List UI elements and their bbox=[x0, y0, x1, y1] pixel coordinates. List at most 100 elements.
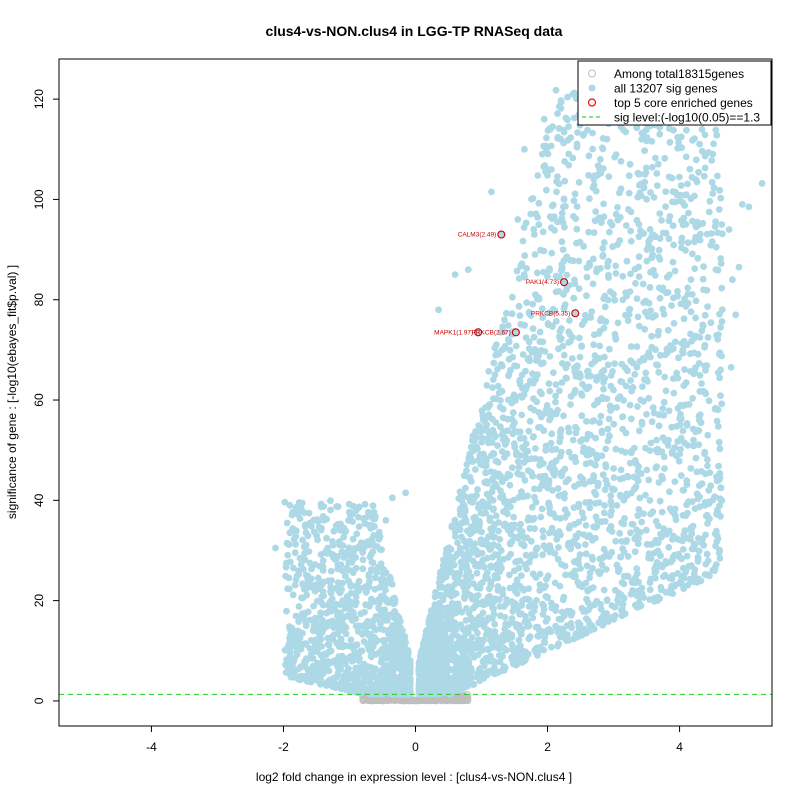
sig-gene-point bbox=[668, 423, 676, 431]
sig-gene-point bbox=[671, 505, 679, 513]
legend-marker-core-genes bbox=[587, 98, 597, 107]
sig-gene-point bbox=[594, 396, 602, 404]
sig-gene-point bbox=[536, 461, 543, 469]
sig-gene-point bbox=[715, 351, 723, 358]
sig-gene-point bbox=[707, 319, 715, 327]
sig-gene-point bbox=[461, 626, 468, 634]
sig-gene-point bbox=[634, 313, 642, 321]
sig-gene-point bbox=[631, 548, 639, 556]
sig-gene-point bbox=[562, 374, 570, 382]
sig-gene-point bbox=[510, 440, 518, 447]
sig-gene-point bbox=[519, 351, 527, 358]
sig-gene-point bbox=[338, 659, 346, 667]
sig-gene-point bbox=[299, 536, 306, 544]
sig-gene-point bbox=[419, 652, 427, 660]
sig-gene-point bbox=[593, 455, 601, 462]
sig-gene-point bbox=[679, 511, 687, 519]
sig-gene-point bbox=[508, 521, 515, 529]
sig-gene-point bbox=[708, 178, 716, 186]
sig-gene-point bbox=[468, 649, 475, 657]
sig-gene-point bbox=[586, 569, 594, 577]
sig-gene-point bbox=[704, 431, 712, 439]
sig-gene-point bbox=[644, 378, 651, 385]
sig-gene-point bbox=[348, 608, 356, 616]
sig-gene-point bbox=[552, 381, 560, 388]
sig-gene-point bbox=[531, 251, 539, 258]
sig-gene-point bbox=[658, 508, 666, 516]
sig-gene-point bbox=[524, 618, 532, 625]
sig-gene-point bbox=[295, 567, 302, 575]
sig-gene-point bbox=[554, 629, 562, 636]
sig-gene-point bbox=[458, 533, 465, 541]
sig-gene-point bbox=[692, 426, 700, 434]
sig-gene-point bbox=[606, 345, 613, 353]
sig-gene-point bbox=[554, 173, 561, 181]
sig-gene-point bbox=[290, 564, 297, 572]
sig-gene-point bbox=[620, 572, 628, 580]
sig-gene-point bbox=[679, 486, 687, 494]
sig-gene-point bbox=[462, 543, 470, 551]
sig-gene-point bbox=[692, 314, 699, 322]
sig-gene-point bbox=[415, 666, 423, 673]
sig-gene-point bbox=[669, 572, 676, 579]
sig-gene-point bbox=[368, 558, 376, 566]
sig-gene-point bbox=[350, 655, 358, 663]
sig-gene-point bbox=[530, 379, 537, 387]
sig-gene-point bbox=[593, 597, 601, 605]
sig-gene-point bbox=[486, 517, 494, 524]
sig-gene-point bbox=[600, 509, 608, 517]
sig-gene-point bbox=[589, 584, 597, 591]
sig-gene-point bbox=[542, 545, 550, 553]
sig-gene-point bbox=[626, 401, 634, 409]
sig-gene-point bbox=[495, 389, 503, 397]
sig-gene-point bbox=[638, 135, 646, 143]
sig-gene-point bbox=[491, 371, 499, 379]
sig-gene-point bbox=[691, 505, 699, 512]
sig-gene-point bbox=[457, 658, 464, 666]
sig-gene-point bbox=[575, 500, 583, 508]
sig-gene-point bbox=[292, 532, 300, 540]
sig-gene-point bbox=[497, 361, 505, 368]
sig-gene-point bbox=[292, 540, 299, 548]
sig-gene-point bbox=[361, 608, 368, 616]
sig-gene-point bbox=[529, 370, 536, 378]
sig-gene-point bbox=[295, 615, 303, 622]
sig-gene-point bbox=[515, 564, 523, 572]
sig-gene-point bbox=[610, 474, 618, 481]
sig-gene-point bbox=[369, 509, 376, 517]
sig-gene-point bbox=[718, 497, 726, 504]
sig-gene-point bbox=[507, 366, 514, 374]
sig-gene-point bbox=[662, 188, 670, 196]
sig-gene-point bbox=[607, 498, 615, 505]
sig-gene-point bbox=[600, 295, 608, 303]
y-tick-label: 120 bbox=[32, 89, 46, 109]
sig-gene-point bbox=[553, 535, 561, 543]
sig-gene-point bbox=[362, 601, 369, 609]
sig-gene-point bbox=[640, 299, 647, 306]
sig-gene-point bbox=[511, 362, 518, 370]
sig-gene-point bbox=[666, 488, 673, 496]
sig-gene-point bbox=[669, 258, 677, 266]
sig-gene-point bbox=[491, 631, 499, 638]
sig-gene-point bbox=[452, 575, 460, 582]
sig-gene-point bbox=[708, 157, 716, 164]
sig-gene-point bbox=[498, 667, 506, 675]
sig-gene-point bbox=[355, 543, 362, 551]
sig-gene-point bbox=[703, 550, 711, 558]
sig-gene-point bbox=[495, 470, 503, 478]
sig-gene-point bbox=[624, 553, 632, 560]
sig-gene-point bbox=[528, 503, 536, 511]
sig-gene-point bbox=[327, 506, 334, 514]
sig-gene-point bbox=[442, 678, 450, 686]
sig-gene-point bbox=[583, 264, 591, 272]
sig-gene-point bbox=[392, 620, 400, 628]
sig-gene-point bbox=[490, 610, 498, 618]
sig-gene-point bbox=[482, 537, 490, 545]
sig-gene-point bbox=[633, 216, 641, 224]
sig-gene-point bbox=[589, 145, 596, 153]
sig-gene-point bbox=[456, 677, 464, 684]
sig-gene-point bbox=[531, 346, 539, 353]
sig-gene-point bbox=[359, 556, 367, 564]
sig-gene-point bbox=[466, 498, 474, 505]
sig-gene-point bbox=[554, 406, 561, 414]
